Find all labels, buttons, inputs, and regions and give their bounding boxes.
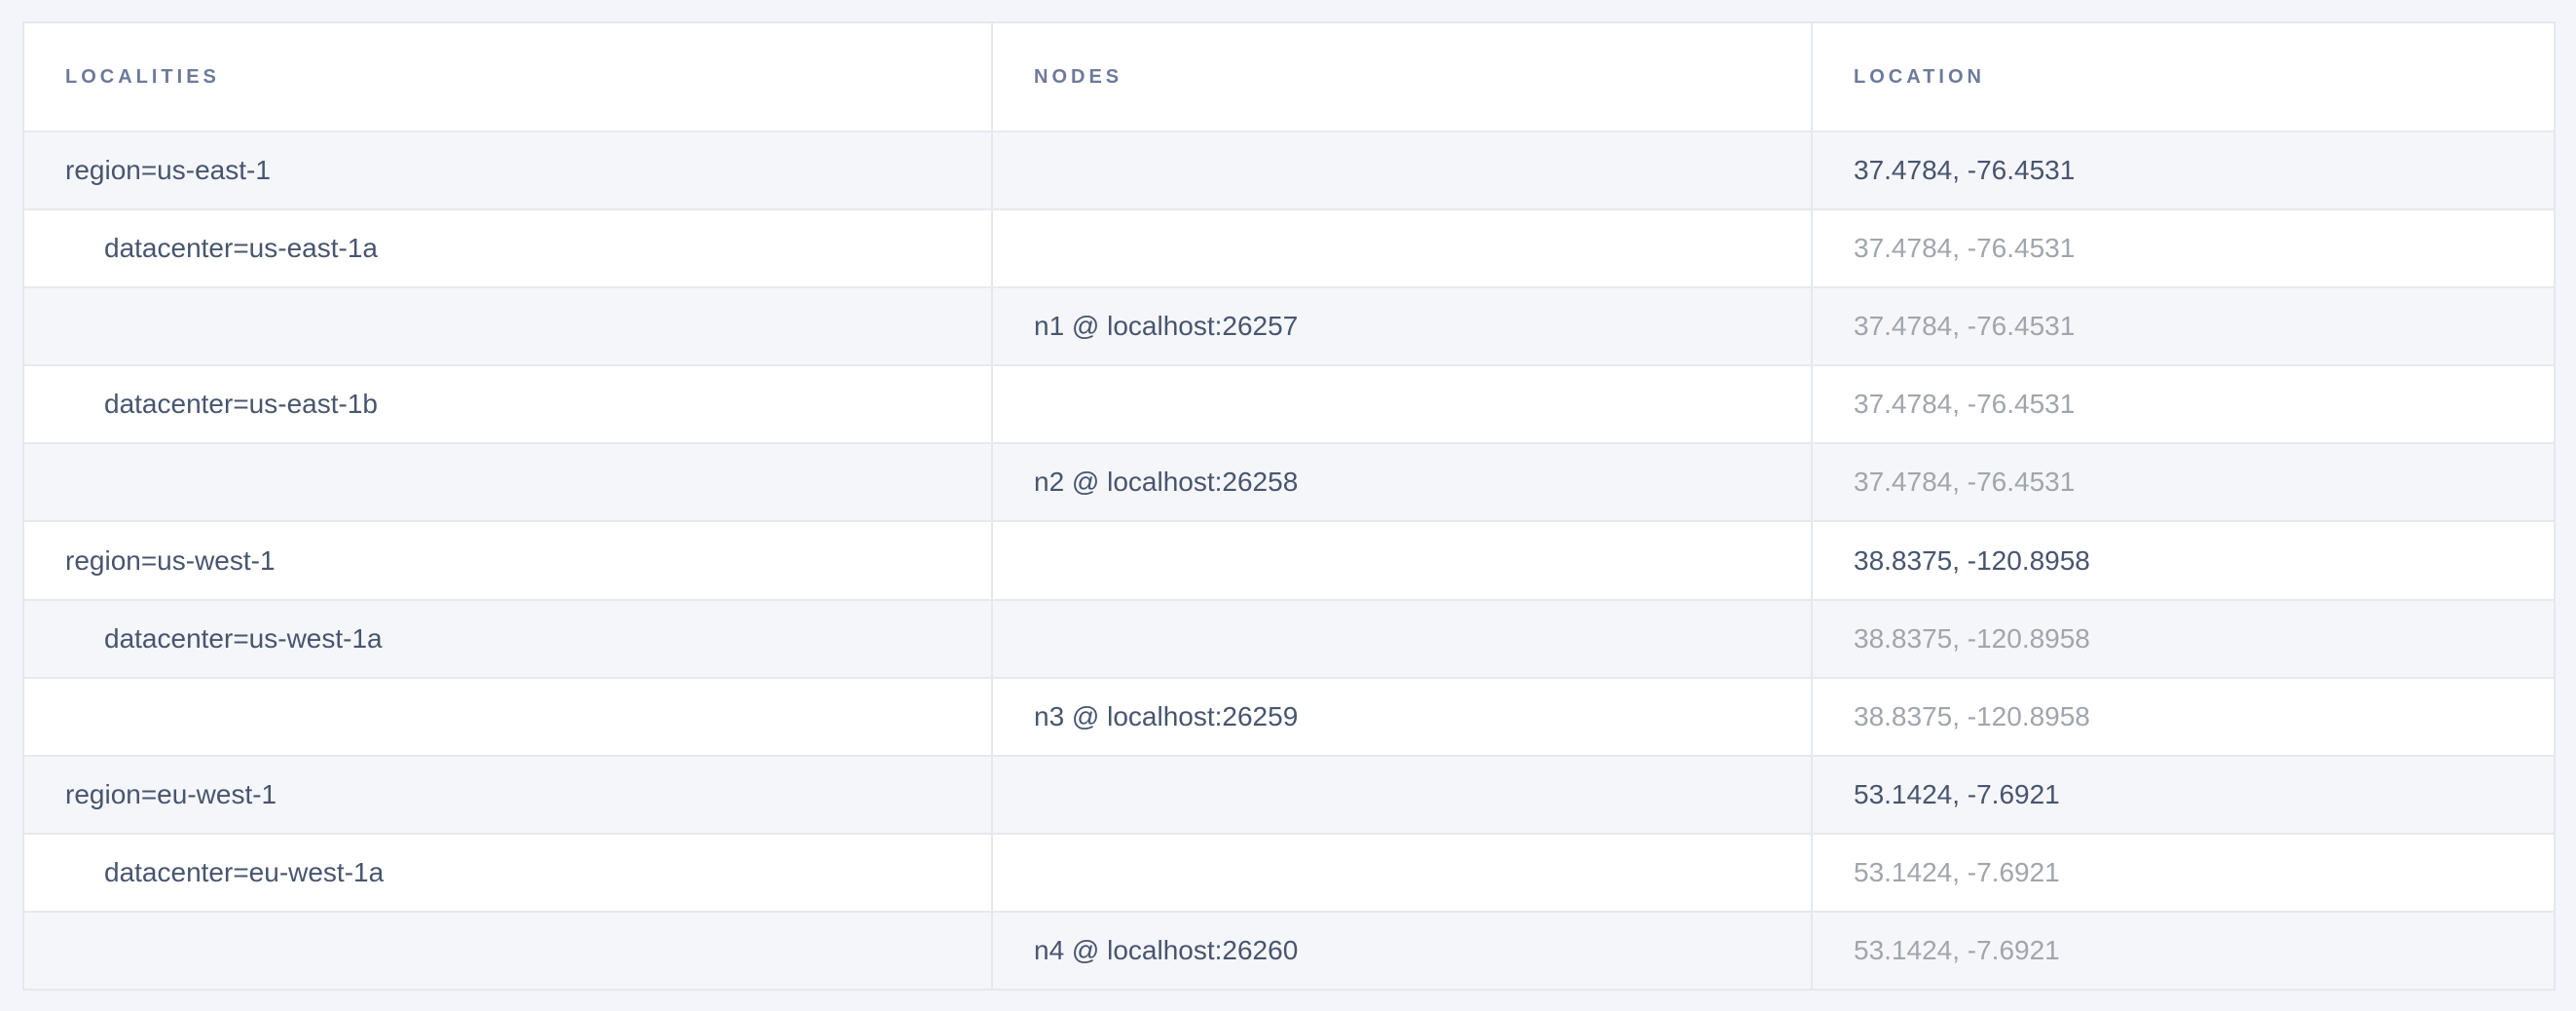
table-row: region=eu-west-1 53.1424, -7.6921 [24,754,2554,833]
locality-cell: datacenter=eu-west-1a [24,835,991,911]
locality-cell: datacenter=us-west-1a [24,601,991,677]
locality-cell: datacenter=us-east-1a [24,210,991,286]
node-label: n1 @ localhost:26257 [1034,311,1299,342]
location-cell: 37.4784, -76.4531 [1811,366,2554,443]
locality-cell [24,679,991,755]
localities-table: LOCALITIES NODES LOCATION region=us-east… [22,21,2556,991]
table-row: region=us-east-1 37.4784, -76.4531 [24,131,2554,209]
column-header-nodes: NODES [991,23,1811,131]
column-header-localities: LOCALITIES [65,65,220,88]
location-value: 38.8375, -120.8958 [1854,622,2090,654]
node-label: n2 @ localhost:26258 [1034,467,1299,498]
nodes-cell [991,756,1811,833]
location-value: 37.4784, -76.4531 [1854,467,2076,498]
table-row: datacenter=eu-west-1a 53.1424, -7.6921 [24,832,2554,911]
location-cell: 38.8375, -120.8958 [1811,522,2554,599]
locality-label: datacenter=eu-west-1a [104,856,385,887]
location-value: 37.4784, -76.4531 [1854,389,2076,420]
table-header-row: LOCALITIES NODES LOCATION [24,23,2554,131]
locality-label: datacenter=us-east-1a [104,233,378,264]
table-row: region=us-west-1 38.8375, -120.8958 [24,520,2554,599]
location-value: 37.4784, -76.4531 [1854,155,2076,186]
location-value: 53.1424, -7.6921 [1854,778,2060,809]
nodes-cell: n1 @ localhost:26257 [991,288,1811,365]
location-cell: 53.1424, -7.6921 [1811,912,2554,990]
locality-cell: region=us-west-1 [24,522,991,598]
location-value: 38.8375, -120.8958 [1854,544,2090,576]
locality-label: region=eu-west-1 [65,778,277,809]
location-cell: 53.1424, -7.6921 [1811,834,2554,911]
nodes-cell [991,600,1811,677]
nodes-cell [991,366,1811,443]
locality-cell: region=us-east-1 [24,132,991,208]
location-cell: 38.8375, -120.8958 [1811,600,2554,677]
location-cell: 37.4784, -76.4531 [1811,132,2554,209]
nodes-cell [991,834,1811,911]
locality-cell [24,288,991,364]
location-value: 37.4784, -76.4531 [1854,233,2076,264]
table-row: datacenter=us-east-1b 37.4784, -76.4531 [24,364,2554,443]
nodes-cell: n3 @ localhost:26259 [991,678,1811,755]
location-value: 53.1424, -7.6921 [1854,856,2060,887]
nodes-cell: n2 @ localhost:26258 [991,444,1811,521]
locality-cell: datacenter=us-east-1b [24,366,991,442]
node-label: n4 @ localhost:26260 [1034,934,1299,965]
nodes-cell [991,210,1811,287]
table-row: n2 @ localhost:26258 37.4784, -76.4531 [24,442,2554,521]
location-value: 38.8375, -120.8958 [1854,700,2090,731]
locality-cell: region=eu-west-1 [24,757,991,833]
node-label: n3 @ localhost:26259 [1034,700,1299,731]
locality-cell [24,913,991,989]
location-cell: 37.4784, -76.4531 [1811,288,2554,365]
nodes-cell [991,132,1811,209]
locality-label: datacenter=us-east-1b [104,389,378,420]
locality-label: region=us-east-1 [65,155,271,186]
location-cell: 38.8375, -120.8958 [1811,678,2554,755]
location-value: 37.4784, -76.4531 [1854,311,2076,342]
location-value: 53.1424, -7.6921 [1854,934,2060,965]
table-row: n4 @ localhost:26260 53.1424, -7.6921 [24,910,2554,990]
nodes-cell: n4 @ localhost:26260 [991,912,1811,990]
table-row: n3 @ localhost:26259 38.8375, -120.8958 [24,676,2554,755]
table-row: datacenter=us-east-1a 37.4784, -76.4531 [24,208,2554,287]
table-row: n1 @ localhost:26257 37.4784, -76.4531 [24,286,2554,365]
location-cell: 53.1424, -7.6921 [1811,756,2554,833]
location-cell: 37.4784, -76.4531 [1811,444,2554,521]
nodes-cell [991,522,1811,599]
column-header-location: LOCATION [1811,23,2554,131]
location-cell: 37.4784, -76.4531 [1811,210,2554,287]
locality-label: datacenter=us-west-1a [104,622,383,654]
locality-label: region=us-west-1 [65,544,276,576]
locality-cell [24,444,991,520]
table-row: datacenter=us-west-1a 38.8375, -120.8958 [24,598,2554,677]
